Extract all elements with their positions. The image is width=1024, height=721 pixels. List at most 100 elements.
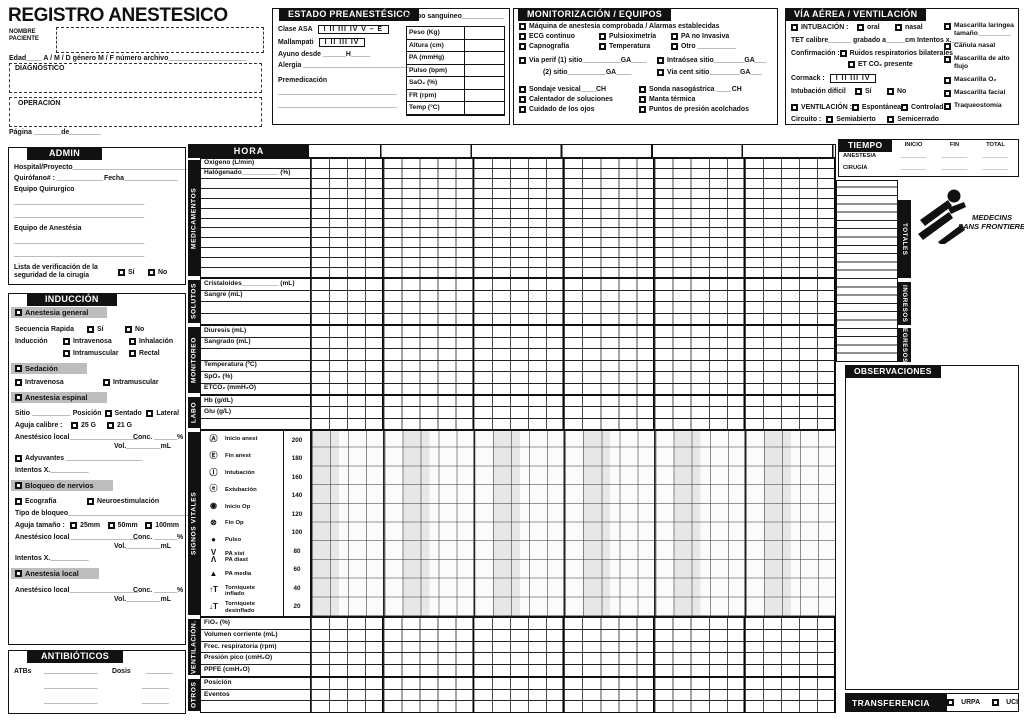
dose-line-1[interactable]: _______ [146, 668, 173, 675]
thermal-blanket-checkbox[interactable] [639, 96, 646, 103]
ventilation-checkbox[interactable] [791, 104, 798, 111]
fluid-warmer-checkbox[interactable] [519, 96, 526, 103]
row-cells[interactable] [311, 618, 835, 629]
spinal-attempts-field[interactable]: Intentos X.__________ [15, 467, 89, 474]
spinal-la-conc-field[interactable]: Conc. ______% [133, 434, 184, 441]
peripheral-line-field[interactable]: Via perif (1) sitio__________GA____ [529, 57, 647, 64]
row-cells[interactable] [311, 418, 835, 429]
tet-field[interactable]: TET calibre______ grabado a_____cm Inten… [791, 37, 967, 44]
date-field[interactable]: Fecha______________ [104, 175, 178, 182]
nasal-checkbox[interactable] [895, 24, 902, 31]
ng-tube-field[interactable]: Sonda nasogástrica ____CH [649, 86, 742, 93]
row-cells[interactable] [311, 407, 835, 418]
spinal-anesthesia-checkbox[interactable] [15, 394, 22, 401]
anesthesia-team-line-2[interactable]: __________________________________ [14, 251, 145, 258]
row-cells[interactable] [311, 653, 835, 665]
block-la-field[interactable]: Anestésico local__________________ [15, 534, 139, 541]
blood-group-field[interactable]: Grupo sanguineo___________ [404, 13, 504, 20]
row-cells[interactable] [311, 313, 835, 324]
anesthesia-team-line-1[interactable]: __________________________________ [14, 238, 145, 245]
vitals-value-cell[interactable] [465, 90, 504, 102]
vitals-value-cell[interactable] [465, 65, 504, 77]
gauge-25-checkbox[interactable] [71, 422, 78, 429]
im-induction-checkbox[interactable] [63, 350, 70, 357]
sitting-checkbox[interactable] [104, 410, 112, 417]
row-cells[interactable] [311, 360, 835, 371]
row-cells[interactable] [311, 168, 835, 178]
sedation-iv-checkbox[interactable] [15, 379, 22, 386]
spontaneous-checkbox[interactable] [851, 104, 859, 111]
intraosseous-checkbox[interactable] [657, 57, 664, 64]
premedication-line-1[interactable]: _______________________________ [278, 89, 397, 96]
row-cells[interactable] [311, 238, 835, 248]
etco2-present-checkbox[interactable] [848, 61, 855, 68]
asa-options[interactable]: I II III IV V – E [317, 25, 390, 34]
inhalation-checkbox[interactable] [129, 338, 136, 345]
ultrasound-checkbox[interactable] [15, 498, 22, 505]
row-cells[interactable] [311, 665, 835, 676]
airway-device-checkbox[interactable] [944, 56, 951, 64]
general-anesthesia-checkbox[interactable] [15, 309, 22, 316]
row-cells[interactable] [311, 349, 835, 360]
premedication-line-2[interactable]: _______________________________ [278, 102, 397, 109]
temperature-checkbox[interactable] [599, 43, 606, 50]
block-la-vol-field[interactable]: Vol._________mL [114, 543, 171, 550]
uci-checkbox[interactable] [992, 699, 1000, 706]
anesthesia-end-field[interactable]: ________ [941, 153, 968, 159]
surgical-team-line-1[interactable]: __________________________________ [14, 199, 145, 206]
row-cells[interactable] [311, 290, 835, 301]
row-cells[interactable] [311, 248, 835, 258]
sedation-im-checkbox[interactable] [103, 379, 110, 386]
iv-induction-checkbox[interactable] [63, 338, 70, 345]
rectal-checkbox[interactable] [129, 350, 136, 357]
local-la-conc-field[interactable]: Conc. ______% [133, 587, 184, 594]
row-cells[interactable] [311, 701, 835, 713]
row-cells[interactable] [311, 228, 835, 238]
rsi-no-checkbox[interactable] [125, 326, 132, 333]
airway-device-checkbox[interactable] [944, 43, 951, 51]
spinal-la-vol-field[interactable]: Vol._________mL [114, 443, 171, 450]
block-type-field[interactable]: Tipo de bloqueo_________________________… [15, 510, 191, 517]
row-cells[interactable] [311, 302, 835, 313]
airway-device-checkbox[interactable] [944, 23, 951, 30]
lateral-checkbox[interactable] [146, 410, 154, 417]
bilateral-sounds-checkbox[interactable] [839, 50, 847, 57]
local-la-field[interactable]: Anestésico local__________________ [15, 587, 139, 594]
observations-panel[interactable]: OBSERVACIONES [845, 365, 1019, 690]
capnography-checkbox[interactable] [519, 43, 526, 50]
other-field[interactable]: Otro __________ [681, 43, 736, 50]
row-cells[interactable] [311, 178, 835, 188]
surgery-end-field[interactable]: ________ [941, 165, 968, 171]
vitals-value-cell[interactable] [465, 77, 504, 89]
difficult-yes-checkbox[interactable] [855, 88, 862, 95]
hospital-field[interactable]: Hospital/Proyecto_______________________… [14, 164, 188, 171]
atb-line-2[interactable]: ______________ [44, 683, 98, 690]
vitals-value-cell[interactable] [465, 52, 504, 64]
vital-signs-chart-area[interactable] [311, 431, 835, 616]
row-cells[interactable] [311, 383, 835, 394]
checklist-yes-checkbox[interactable] [118, 268, 125, 276]
mallampati-options[interactable]: I II III IV [318, 38, 366, 47]
airway-device-checkbox[interactable] [944, 76, 951, 84]
row-cells[interactable] [311, 641, 835, 653]
operation-field[interactable]: OPERACIÓN [9, 97, 262, 127]
neurostimulation-checkbox[interactable] [87, 498, 94, 505]
atb-line-3[interactable]: ______________ [44, 698, 98, 705]
ng-tube-checkbox[interactable] [639, 86, 646, 93]
adjuvants-field[interactable]: Adyuvantes ____________________ [25, 455, 143, 462]
size-100mm-checkbox[interactable] [145, 522, 153, 529]
gauge-21-checkbox[interactable] [107, 422, 114, 429]
row-cells[interactable] [311, 218, 835, 228]
totals-column[interactable] [836, 180, 898, 362]
vitals-value-cell[interactable] [465, 27, 504, 39]
fasting-field[interactable]: Ayuno desde ______H_____ [278, 51, 371, 58]
dose-line-3[interactable]: _______ [142, 698, 169, 705]
row-cells[interactable] [311, 326, 835, 337]
semiopen-checkbox[interactable] [826, 116, 834, 123]
spinal-site-field[interactable]: Sitio __________ [15, 410, 71, 417]
anesthesia-start-field[interactable]: ________ [900, 153, 927, 159]
row-cells[interactable] [311, 678, 835, 689]
row-cells[interactable] [311, 268, 835, 278]
checklist-no-checkbox[interactable] [148, 268, 155, 276]
patient-name-field[interactable] [56, 27, 264, 53]
